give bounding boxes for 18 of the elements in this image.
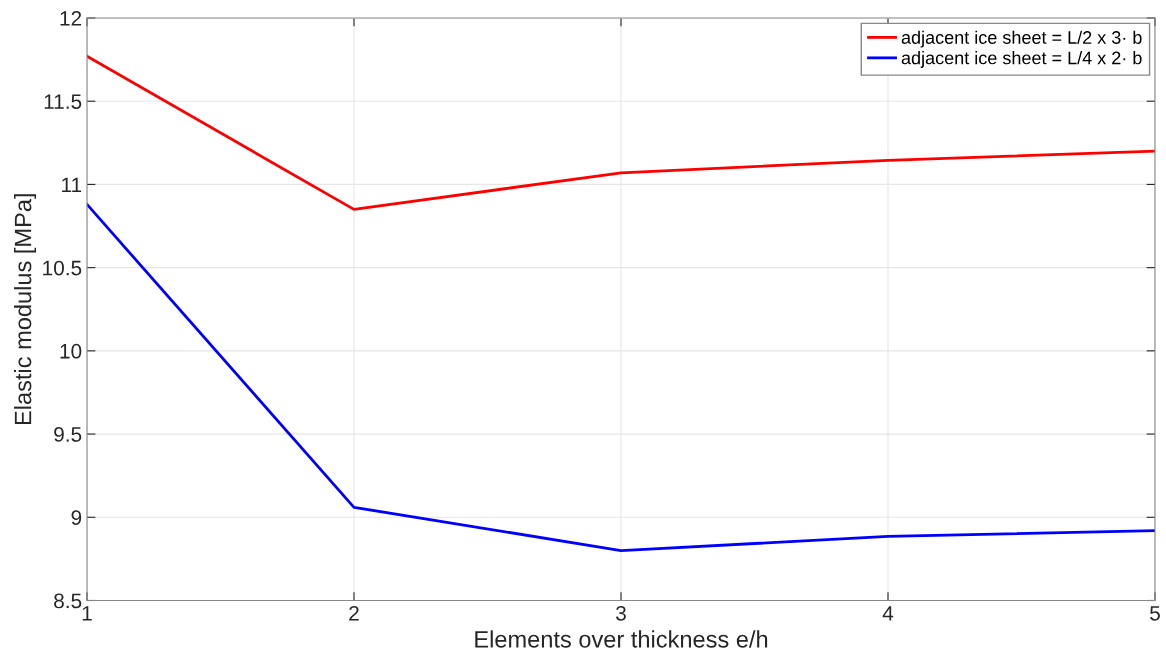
- y-tick-label: 10: [60, 343, 82, 359]
- y-tick-label: 11.5: [44, 94, 82, 109]
- y-tick-label: 9.5: [54, 427, 82, 442]
- legend-label: adjacent ice sheet = L/4 x 2· b: [901, 51, 1142, 68]
- y-axis-title: Elastic modulus [MPa]: [14, 194, 37, 425]
- y-tick-label: 11: [62, 177, 82, 192]
- x-tick-label: 4: [882, 606, 894, 621]
- x-tick-label: 1: [82, 606, 92, 621]
- y-tick-label: 10.5: [43, 260, 82, 276]
- x-tick-label: 5: [1150, 606, 1160, 621]
- legend-label: adjacent ice sheet = L/2 x 3· b: [901, 30, 1142, 48]
- line-series: [87, 203, 1155, 552]
- x-tick-label: 3: [616, 605, 626, 621]
- y-tick-label: 12: [60, 11, 82, 26]
- x-axis-title: Elements over thickness e/h: [475, 630, 768, 648]
- y-tick-label: 9: [71, 510, 82, 526]
- x-tick-label: 2: [349, 605, 359, 621]
- y-tick-label: 8.5: [54, 593, 82, 609]
